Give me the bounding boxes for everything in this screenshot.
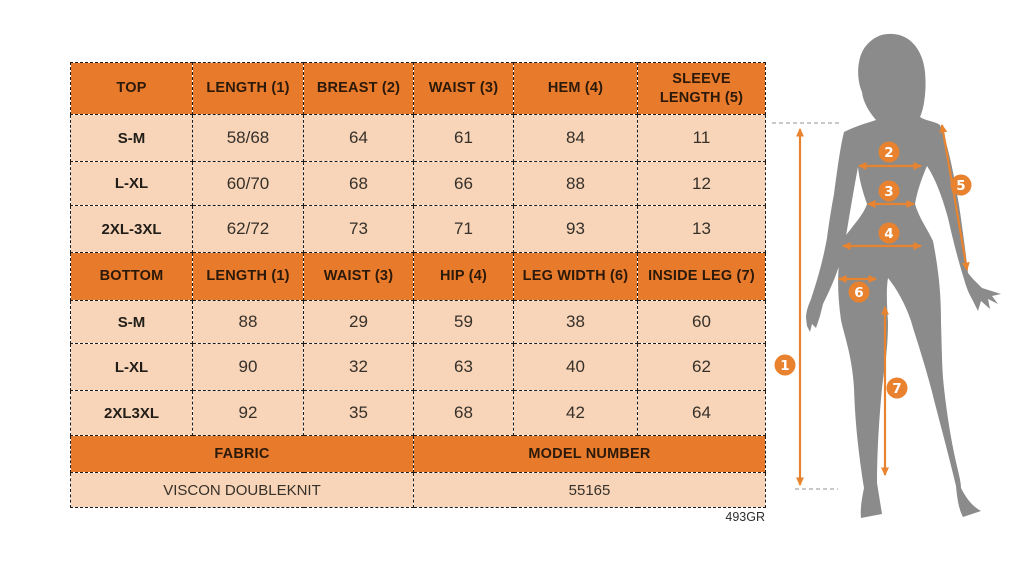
value-cell: 11 [637,114,766,162]
marker-4-circle [878,222,900,244]
marker-6-circle [848,281,870,303]
marker-7-label: 7 [892,381,901,397]
value-cell: 59 [413,300,514,344]
marker-3-circle [878,180,900,202]
top-header-sleeve-length: SLEEVE LENGTH (5) [637,62,766,115]
value-cell: 62 [637,343,766,391]
value-cell: 84 [513,114,638,162]
size-label: L-XL [70,161,193,206]
size-label: L-XL [70,343,193,391]
value-cell: 90 [192,343,304,391]
value-cell: 60/70 [192,161,304,206]
top-header-length: LENGTH (1) [192,62,304,115]
top-header-breast: BREAST (2) [303,62,414,115]
value-cell: 32 [303,343,414,391]
table-row: 2XL3XL 92 35 68 42 64 [70,390,766,436]
bottom-header-label: BOTTOM [70,252,193,301]
top-header-row: TOP LENGTH (1) BREAST (2) WAIST (3) HEM … [70,62,766,115]
reference-code: 493GR [725,510,765,524]
bottom-header-inside-leg: INSIDE LEG (7) [637,252,766,301]
value-cell: 68 [303,161,414,206]
top-header-waist: WAIST (3) [413,62,514,115]
marker-2-circle [878,141,900,163]
value-cell: 60 [637,300,766,344]
fabric-value: VISCON DOUBLEKNIT [70,472,414,508]
sleeve-length-arrow [939,124,970,271]
value-cell: 42 [513,390,638,436]
size-label: S-M [70,114,193,162]
info-value-row: VISCON DOUBLEKNIT 55165 [70,472,766,508]
bottom-header-waist: WAIST (3) [303,252,414,301]
value-cell: 88 [513,161,638,206]
bottom-header-leg-width: LEG WIDTH (6) [513,252,638,301]
measurement-figure: 1 2 3 4 5 6 7 [770,20,1024,556]
value-cell: 88 [192,300,304,344]
value-cell: 58/68 [192,114,304,162]
value-cell: 66 [413,161,514,206]
top-header-hem: HEM (4) [513,62,638,115]
value-cell: 64 [303,114,414,162]
top-header-label: TOP [70,62,193,115]
marker-1-label: 1 [780,358,789,374]
measurement-figure-svg: 1 2 3 4 5 6 7 [772,33,1001,519]
size-label: 2XL-3XL [70,205,193,253]
bottom-header-length: LENGTH (1) [192,252,304,301]
marker-4-label: 4 [884,226,893,242]
value-cell: 35 [303,390,414,436]
model-number-value: 55165 [413,472,766,508]
size-label: S-M [70,300,193,344]
fabric-header: FABRIC [70,435,414,473]
bottom-header-row: BOTTOM LENGTH (1) WAIST (3) HIP (4) LEG … [70,252,766,301]
table-row: L-XL 60/70 68 66 88 12 [70,161,766,206]
value-cell: 12 [637,161,766,206]
marker-3-label: 3 [884,184,893,200]
value-cell: 61 [413,114,514,162]
value-cell: 68 [413,390,514,436]
size-label: 2XL3XL [70,390,193,436]
value-cell: 38 [513,300,638,344]
marker-7-circle [886,377,908,399]
value-cell: 62/72 [192,205,304,253]
value-cell: 29 [303,300,414,344]
marker-badges: 1 2 3 4 5 6 7 [774,141,972,399]
marker-5-circle [950,174,972,196]
info-header-row: FABRIC MODEL NUMBER [70,435,766,473]
value-cell: 71 [413,205,514,253]
marker-1-circle [774,354,796,376]
value-cell: 64 [637,390,766,436]
bottom-header-hip: HIP (4) [413,252,514,301]
value-cell: 92 [192,390,304,436]
value-cell: 93 [513,205,638,253]
model-number-header: MODEL NUMBER [413,435,766,473]
value-cell: 63 [413,343,514,391]
table-row: S-M 88 29 59 38 60 [70,300,766,344]
woman-silhouette [806,33,1001,519]
marker-6-label: 6 [854,285,863,301]
marker-2-label: 2 [884,145,893,161]
value-cell: 13 [637,205,766,253]
value-cell: 73 [303,205,414,253]
table-row: 2XL-3XL 62/72 73 71 93 13 [70,205,766,253]
value-cell: 40 [513,343,638,391]
size-chart-table: TOP LENGTH (1) BREAST (2) WAIST (3) HEM … [70,62,766,508]
table-row: L-XL 90 32 63 40 62 [70,343,766,391]
marker-5-label: 5 [956,178,965,194]
table-row: S-M 58/68 64 61 84 11 [70,114,766,162]
